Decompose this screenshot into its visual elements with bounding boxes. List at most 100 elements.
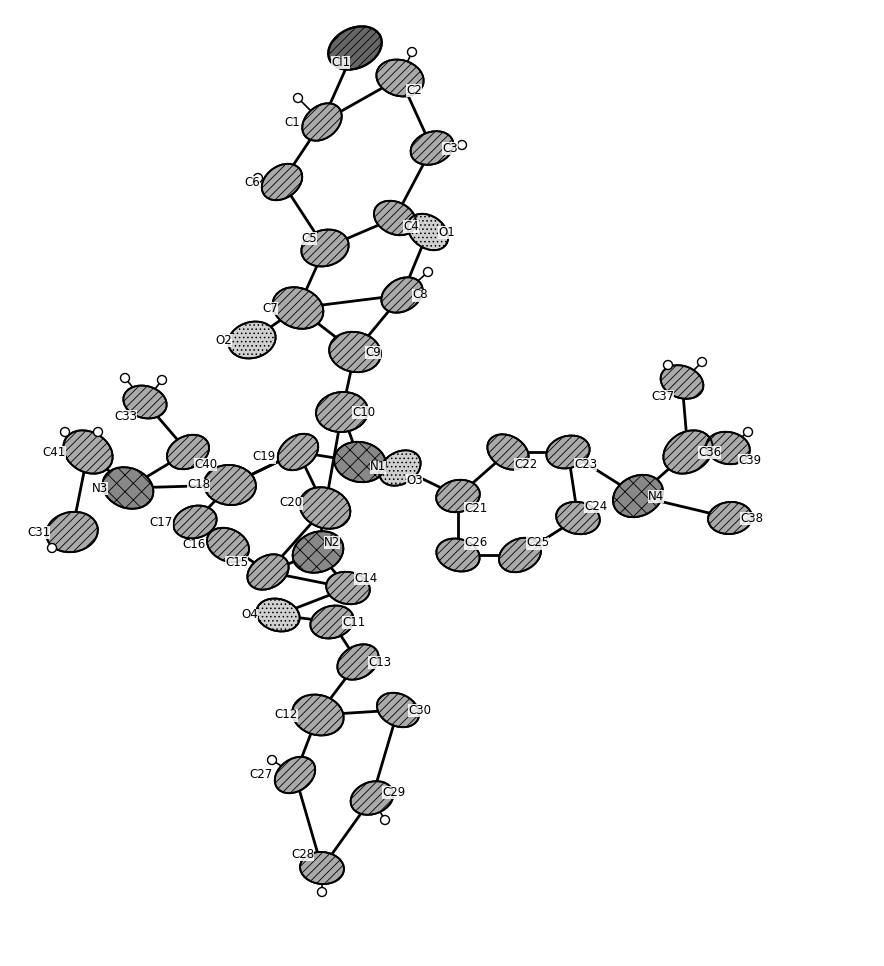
Text: C19: C19 (253, 450, 276, 464)
Ellipse shape (546, 436, 590, 469)
Circle shape (408, 47, 416, 56)
Ellipse shape (173, 505, 217, 538)
Circle shape (317, 888, 326, 896)
Text: C37: C37 (651, 389, 674, 403)
Text: C26: C26 (464, 536, 487, 550)
Text: O4: O4 (241, 609, 258, 621)
Text: O1: O1 (438, 225, 454, 239)
Ellipse shape (351, 781, 393, 814)
Ellipse shape (436, 480, 480, 512)
Ellipse shape (316, 392, 368, 432)
Ellipse shape (408, 213, 448, 250)
Text: C29: C29 (382, 785, 405, 799)
Ellipse shape (487, 435, 529, 469)
Ellipse shape (167, 435, 209, 469)
Text: C1: C1 (285, 116, 300, 128)
Text: C21: C21 (464, 501, 487, 515)
Ellipse shape (708, 502, 752, 534)
Ellipse shape (256, 599, 300, 632)
Ellipse shape (262, 164, 302, 200)
Circle shape (94, 428, 103, 437)
Circle shape (380, 815, 390, 825)
Ellipse shape (293, 695, 344, 735)
Ellipse shape (64, 430, 112, 473)
Text: C41: C41 (42, 445, 66, 459)
Text: C3: C3 (442, 141, 458, 155)
Ellipse shape (300, 487, 350, 528)
Text: C31: C31 (27, 526, 50, 538)
Text: N4: N4 (648, 490, 664, 502)
Text: C40: C40 (194, 458, 217, 470)
Ellipse shape (310, 606, 354, 639)
Ellipse shape (301, 230, 348, 267)
Text: C8: C8 (412, 289, 428, 301)
Circle shape (423, 268, 432, 276)
Text: C15: C15 (225, 555, 248, 569)
Text: C16: C16 (183, 538, 206, 552)
Text: C5: C5 (301, 232, 317, 244)
Text: C2: C2 (406, 83, 422, 97)
Circle shape (293, 94, 302, 102)
Text: N3: N3 (92, 481, 108, 495)
Ellipse shape (556, 501, 600, 534)
Ellipse shape (302, 103, 342, 141)
Ellipse shape (124, 385, 167, 418)
Circle shape (254, 174, 263, 183)
Ellipse shape (410, 131, 453, 165)
Text: C28: C28 (291, 847, 314, 861)
Text: Cl1: Cl1 (331, 55, 350, 69)
Ellipse shape (499, 538, 541, 572)
Circle shape (743, 428, 752, 437)
Ellipse shape (228, 322, 276, 358)
Text: C10: C10 (352, 406, 375, 418)
Ellipse shape (275, 756, 316, 793)
Text: C11: C11 (342, 615, 365, 629)
Text: C12: C12 (275, 708, 298, 722)
Text: C4: C4 (403, 219, 419, 233)
Circle shape (120, 374, 129, 383)
Ellipse shape (278, 434, 318, 470)
Text: C23: C23 (574, 458, 597, 470)
Text: C36: C36 (698, 445, 721, 459)
Text: C20: C20 (280, 497, 303, 509)
Circle shape (458, 140, 467, 150)
Ellipse shape (204, 465, 256, 505)
Text: O3: O3 (406, 473, 423, 487)
Circle shape (697, 357, 706, 366)
Ellipse shape (329, 331, 381, 372)
Text: C9: C9 (365, 346, 381, 358)
Text: C24: C24 (584, 499, 607, 513)
Ellipse shape (663, 430, 713, 473)
Text: C13: C13 (368, 656, 391, 668)
Ellipse shape (103, 468, 153, 509)
Text: C27: C27 (250, 769, 273, 781)
Ellipse shape (374, 201, 416, 236)
Ellipse shape (379, 450, 421, 486)
Ellipse shape (46, 512, 98, 553)
Ellipse shape (381, 277, 423, 313)
Text: C7: C7 (263, 301, 278, 315)
Ellipse shape (334, 441, 385, 482)
Ellipse shape (377, 60, 423, 97)
Text: C6: C6 (244, 176, 260, 188)
Ellipse shape (613, 475, 663, 517)
Ellipse shape (377, 693, 419, 727)
Text: C39: C39 (738, 453, 761, 467)
Text: C38: C38 (740, 512, 763, 525)
Text: C33: C33 (114, 410, 137, 422)
Ellipse shape (328, 26, 382, 70)
Text: N1: N1 (370, 461, 386, 473)
Ellipse shape (437, 538, 480, 572)
Text: C25: C25 (526, 536, 549, 550)
Circle shape (60, 428, 70, 437)
Circle shape (48, 544, 57, 553)
Text: N2: N2 (324, 535, 340, 549)
Ellipse shape (660, 365, 704, 399)
Ellipse shape (207, 527, 249, 562)
Text: C22: C22 (514, 458, 537, 470)
Ellipse shape (338, 644, 378, 680)
Ellipse shape (706, 432, 750, 465)
Text: C17: C17 (149, 516, 173, 528)
Ellipse shape (326, 572, 370, 604)
Circle shape (664, 360, 673, 370)
